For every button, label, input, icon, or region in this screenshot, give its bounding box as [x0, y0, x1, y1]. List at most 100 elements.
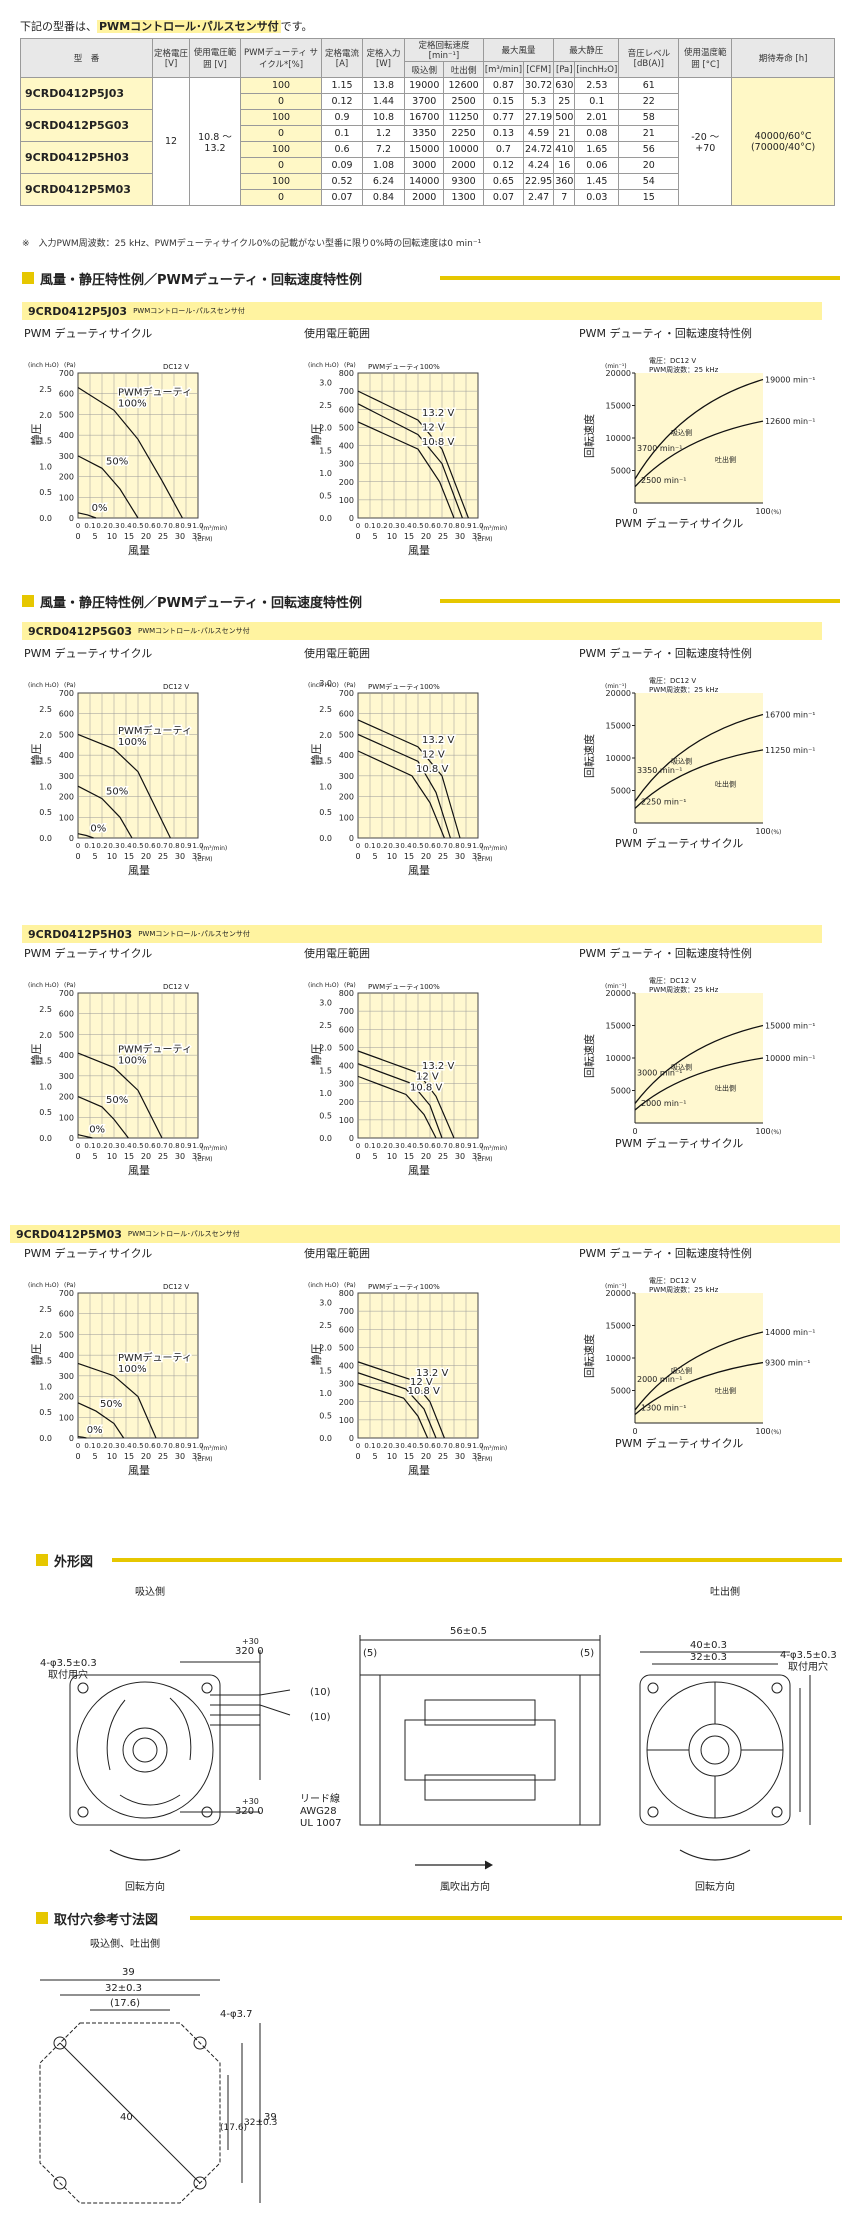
y-tick-inch: 0.5: [39, 808, 52, 817]
y-tick-pa: 0: [349, 1434, 354, 1443]
x-tick-cfm: 15: [404, 532, 414, 541]
flow-cfm-cell: 2.47: [523, 189, 555, 206]
x-tick-m3: 1.0: [192, 842, 203, 850]
x-tick-cfm: 35: [472, 1152, 482, 1161]
y-tick: 5000: [611, 1387, 631, 1396]
y-tick-inch: 0.5: [319, 491, 332, 500]
y-tick: 10000: [606, 1354, 631, 1363]
series-line: [357, 1372, 437, 1439]
mount-outline: [39, 2022, 221, 2204]
table-row: 0 0.07 0.84 2000 1300 0.07 2.47 7 0.03 15: [21, 189, 835, 206]
x-tick-cfm: 20: [141, 852, 151, 861]
side-label: 吐出側: [715, 1386, 736, 1395]
x-tick-m3: 0.3: [388, 522, 399, 530]
life-cell: 40000/60°C (70000/40°C): [731, 77, 835, 206]
y-tick-inch: 0.0: [39, 1434, 52, 1443]
freq-note: PWM周波数：25 kHz: [649, 685, 719, 694]
y-tick-inch: 3.0: [319, 379, 332, 388]
footnote: ※ 入力PWM周波数：25 kHz、PWMデューティサイクル0%の記載がない型番…: [22, 239, 482, 249]
heading-rule: [440, 599, 840, 603]
series-label: 50%: [106, 787, 128, 798]
start-label: 3700 min⁻¹: [637, 444, 682, 453]
th-current: 定格電流 [A]: [321, 38, 363, 78]
y-tick-pa: 400: [339, 751, 354, 760]
start-label: 2500 min⁻¹: [641, 476, 686, 485]
freq-note: PWM周波数：25 kHz: [649, 1285, 719, 1294]
x-tick-m3: 0.3: [388, 842, 399, 850]
sp-in-cell: 0.06: [574, 157, 620, 174]
pwm-label: PWMデューティ: [118, 1043, 192, 1056]
x-tick-m3: 0.4: [400, 1442, 412, 1450]
x-tick-cfm: 0: [355, 1152, 360, 1161]
rpm-out-cell: 1300: [443, 189, 484, 206]
y-axis-label: 静圧: [29, 1344, 43, 1366]
y-tick: 20000: [606, 369, 631, 378]
duty-cell: 0: [239, 93, 323, 110]
outlet-label: 吐出側: [710, 1585, 740, 1598]
x-axis-label: PWM デューティサイクル: [615, 516, 743, 530]
inlet-blades: [106, 1697, 192, 1806]
x-tick-m3: 0.9: [460, 1442, 471, 1450]
x-tick-m3: 0.4: [120, 1442, 132, 1450]
rpm-in-cell: 3000: [404, 157, 445, 174]
current-cell: 0.1: [321, 125, 363, 142]
y-axis-label: 静圧: [309, 1344, 323, 1366]
x-tick-m3: 0.5: [412, 1442, 423, 1450]
section-title: 風量・静圧特性例／PWMデューティ・回転速度特性例: [40, 272, 363, 288]
inlet-hub: [122, 1727, 168, 1773]
x-tick-m3: 0.7: [156, 1142, 167, 1150]
noise-cell: 22: [618, 93, 680, 110]
chart-title: 使用電圧範囲: [304, 647, 370, 660]
x-tick-cfm: 15: [124, 852, 134, 861]
x-tick-cfm: 35: [192, 1452, 202, 1461]
x-tick-m3: 0.6: [144, 842, 156, 850]
y-tick-pa: 0: [349, 514, 354, 523]
inlet-frame: [69, 1674, 221, 1826]
rpm-out-cell: 10000: [443, 141, 484, 158]
outline-drawing: 吸込側 吐出側 4-φ3.5±0.3 取付用穴 +30 320 0 (10) (…: [40, 1585, 837, 1893]
sp-in-cell: 2.53: [574, 77, 620, 94]
series-line: [77, 1052, 163, 1139]
y-axis-label: 静圧: [309, 1044, 323, 1066]
chart-title: PWM デューティサイクル: [24, 327, 153, 340]
y-tick-inch: 1.5: [39, 1057, 52, 1066]
x-tick-m3: 0.4: [120, 842, 132, 850]
series-line: [634, 749, 764, 809]
x-tick-m3: 0.2: [96, 1142, 107, 1150]
x-tick: 0: [632, 1427, 637, 1436]
x-tick-m3: 1.0: [472, 1442, 483, 1450]
y-tick-pa: 500: [339, 730, 354, 739]
model-bar: 9CRD0412P5J03 PWMコントロール･パルスセンサ付: [22, 302, 822, 320]
x-tick-cfm: 20: [421, 532, 431, 541]
unit-inch: (inch H₂O): [28, 982, 59, 989]
end-label: 9300 min⁻¹: [765, 1359, 810, 1368]
x-tick-cfm: 0: [355, 852, 360, 861]
y-tick-pa: 100: [339, 496, 354, 505]
mount-heading: 取付穴参考寸法図: [36, 1910, 158, 1928]
y-tick: 10000: [606, 434, 631, 443]
series-line: [634, 420, 764, 488]
y-tick-pa: 100: [339, 1416, 354, 1425]
outlet-struts: [647, 1682, 783, 1818]
x-tick: 0: [632, 827, 637, 836]
x-tick-cfm: 20: [421, 1452, 431, 1461]
unit-m3: (m³/min): [481, 845, 507, 852]
x-tick-cfm: 5: [92, 1452, 97, 1461]
y-tick-inch: 0.5: [319, 808, 332, 817]
series-line: [634, 378, 764, 480]
voltage-chart: 01002003004005006007008000.00.51.01.52.0…: [308, 982, 507, 1177]
rotation-label-left: 回転方向: [125, 1880, 165, 1893]
y-tick-inch: 0.5: [39, 1108, 52, 1117]
y-tick-inch: 0.0: [39, 834, 52, 843]
unit-cfm: (CFM): [195, 1156, 213, 1163]
end-label: 10000 min⁻¹: [765, 1054, 816, 1063]
y-axis-label: 回転速度: [582, 1034, 596, 1078]
table-row: 9CRD0412P5H03 100 0.6 7.2 15000 10000 0.7 24.72…: [20, 141, 835, 174]
y-tick-pa: 100: [59, 813, 74, 822]
y-tick-pa: 700: [59, 689, 74, 698]
voltage-chart: 01002003004005006007008000.00.51.01.52.0…: [308, 362, 507, 557]
x-tick-m3: 0.7: [156, 1442, 167, 1450]
y-tick-pa: 500: [59, 1030, 74, 1039]
series-line: [357, 1383, 429, 1439]
mount-hole: [53, 2176, 67, 2190]
